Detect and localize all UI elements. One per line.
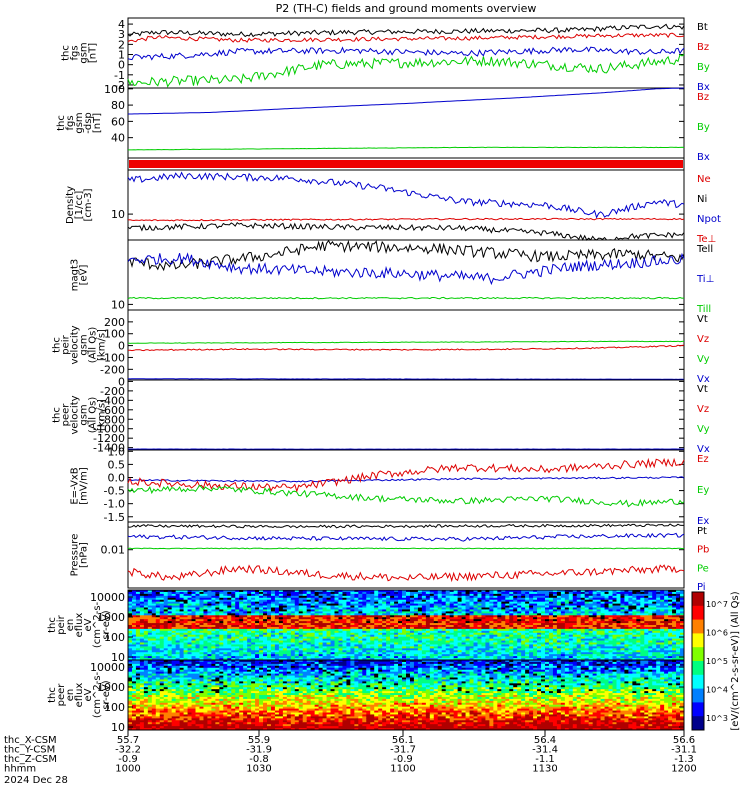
y-tick-label: 1.0 (108, 445, 126, 458)
panel-frame (128, 380, 684, 450)
series-line-Vx (128, 379, 684, 380)
y-axis-label-line: [eV] (79, 265, 90, 286)
y-tick-label: 100 (104, 83, 125, 96)
series-line-Pi (128, 533, 684, 541)
legend-entry: Ey (697, 485, 709, 496)
legend-entry: Vz (697, 404, 709, 415)
legend-entry: Pb (697, 545, 709, 556)
series-line-Bx (128, 47, 684, 59)
legend-entry: Npot (697, 214, 721, 225)
legend-entry: Tell (696, 244, 713, 255)
separator-red-band (129, 160, 683, 168)
legend-entry: Ne (697, 174, 711, 185)
figure-title: P2 (TH-C) fields and ground moments over… (276, 2, 537, 15)
y-tick-label: -0.5 (104, 485, 125, 498)
series-line-Ex (128, 477, 684, 482)
legend-entry: Pe (697, 563, 709, 574)
series-line-Bz (128, 33, 684, 42)
legend-entry: Bz (697, 92, 709, 103)
y-tick-label: 10 (111, 298, 125, 311)
legend-entry: Bx (697, 152, 710, 163)
panel-frame (128, 450, 684, 522)
y-tick-label: 40 (111, 132, 125, 145)
chart-panel-6: 0-200-400-600-800-1000-1200-1400thcpeerv… (52, 375, 710, 455)
series-line-Ne (128, 218, 684, 221)
series-line-Vz (128, 345, 684, 350)
panel-frame (128, 18, 684, 88)
series-line-Ti⊥ (128, 253, 684, 284)
series-line-By (128, 147, 684, 150)
y-axis-label-line: [km/s] (97, 329, 108, 361)
y-axis-label-line: [mV/m] (79, 467, 90, 505)
series-line-Till (128, 297, 684, 298)
legend-entry: Vy (697, 354, 710, 365)
legend-entry: Vz (697, 334, 709, 345)
legend-entry: Bt (697, 22, 708, 33)
legend-entry: Ni (697, 194, 707, 205)
panel-frame (128, 310, 684, 380)
y-axis-label-line: [cm-3] (83, 188, 94, 221)
series-line-Pb (128, 565, 684, 581)
y-tick-label: -1.0 (104, 498, 125, 511)
y-tick-label: -1.5 (104, 511, 125, 524)
panel-frame (128, 240, 684, 310)
y-tick-label: 10 (111, 208, 125, 221)
panels-group: 43210-1-2thcfgsgsm[nT]BtBzByBx100806040t… (47, 18, 721, 734)
legend-entry: Ez (697, 454, 709, 465)
y-axis-label-line: [nT] (88, 43, 99, 63)
legend-entry: Bz (697, 42, 709, 53)
y-tick-label: 80 (111, 99, 125, 112)
series-line-Bt (128, 24, 684, 36)
series-line-Bx (128, 88, 684, 114)
legend-entry: By (697, 122, 710, 133)
series-line-By (128, 54, 684, 86)
legend-entry: Vt (697, 314, 708, 325)
legend-entry: Pi (697, 582, 706, 593)
series-line-Pe (128, 548, 684, 549)
series-line-Pt (128, 524, 684, 528)
y-axis-label-line: [km/s] (97, 399, 108, 431)
series-line-Npot (128, 173, 684, 218)
legend-entry: Vy (697, 424, 710, 435)
y-axis-label-line: [nT] (92, 113, 103, 133)
legend-entry: Vt (697, 384, 708, 395)
series-line-Ni (128, 223, 684, 240)
y-axis-label-line: [nPa] (79, 542, 90, 568)
series-line-Vy (128, 341, 684, 343)
y-tick-label: 0.0 (108, 471, 126, 484)
legend-entry: Pt (697, 526, 707, 537)
chart-panel-9: 10000100010010thcpeirenefluxeV(cm^2-s-sr… (47, 590, 684, 664)
y-tick-label: -200 (100, 363, 125, 376)
legend-entry: Ti⊥ (696, 274, 714, 285)
y-tick-label: 60 (111, 115, 125, 128)
panel-frame (128, 522, 684, 588)
y-tick-label: 0.5 (108, 458, 126, 471)
series-line-Ez (128, 459, 684, 491)
legend-entry: By (697, 62, 710, 73)
y-tick-label: 0.01 (101, 544, 126, 557)
